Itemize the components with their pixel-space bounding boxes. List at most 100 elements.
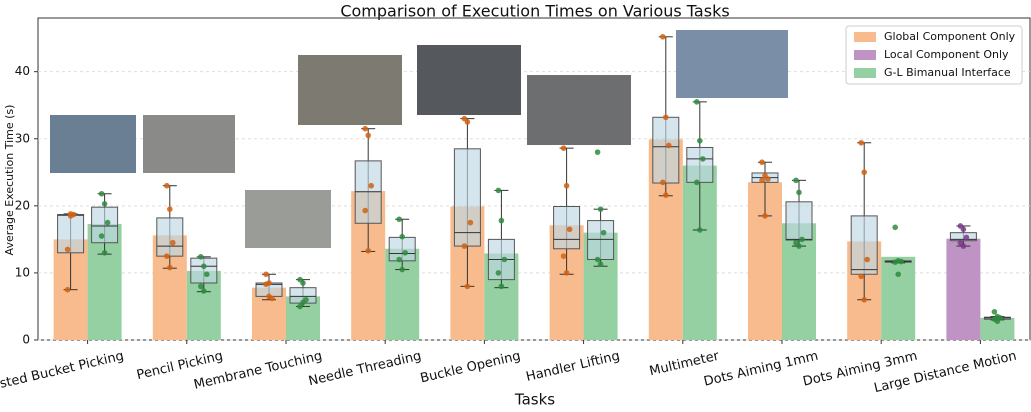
point <box>663 192 669 198</box>
point <box>399 266 406 273</box>
point <box>101 201 108 207</box>
point <box>396 216 403 223</box>
point <box>991 309 998 315</box>
point <box>101 249 108 256</box>
point <box>566 226 573 233</box>
point <box>660 33 666 40</box>
y-axis-label: Average Execution Time (s) <box>3 105 16 256</box>
x-tick-label: Needle Threading <box>307 349 423 390</box>
point <box>365 132 372 139</box>
point <box>501 256 508 263</box>
point <box>396 256 403 263</box>
legend-swatch <box>854 32 876 42</box>
box <box>785 201 813 241</box>
y-tick-label: 0 <box>22 333 30 347</box>
point <box>464 119 471 125</box>
box <box>190 257 218 284</box>
point <box>167 206 173 212</box>
photo <box>527 75 631 145</box>
point <box>864 256 870 263</box>
point <box>594 256 601 263</box>
point <box>759 177 765 184</box>
bar <box>980 317 1015 340</box>
box <box>553 206 581 250</box>
legend-swatch <box>854 50 876 60</box>
box <box>686 146 714 183</box>
point <box>861 169 867 176</box>
point <box>660 179 666 186</box>
point <box>861 296 867 303</box>
point <box>67 213 74 219</box>
point <box>563 270 570 276</box>
y-tick-label: 40 <box>15 64 30 78</box>
point <box>266 293 272 300</box>
box <box>587 220 615 260</box>
y-tick-label: 30 <box>15 131 30 145</box>
point <box>495 187 502 194</box>
point <box>799 236 805 243</box>
point <box>98 233 105 239</box>
point <box>467 219 474 226</box>
box <box>57 214 85 254</box>
box <box>156 217 184 257</box>
box <box>91 206 119 244</box>
point <box>898 258 904 265</box>
photo <box>245 190 331 248</box>
point <box>263 281 269 288</box>
point <box>597 206 604 212</box>
legend-label: Global Component Only <box>884 30 1016 43</box>
x-tick-label: Handler Lifting <box>525 349 622 385</box>
chart-title: Comparison of Execution Times on Various… <box>340 2 729 21</box>
x-tick-label: Buckle Opening <box>419 349 522 387</box>
point <box>597 261 604 267</box>
box <box>388 236 416 262</box>
point <box>402 249 409 256</box>
point <box>560 145 567 151</box>
box <box>850 215 878 275</box>
point <box>297 303 303 310</box>
point <box>994 318 1001 325</box>
x-axis-label: Tasks <box>514 391 555 409</box>
plot-frame <box>37 17 1031 341</box>
point <box>263 271 269 278</box>
point <box>362 125 369 132</box>
photo <box>50 115 136 173</box>
point <box>365 247 372 254</box>
point <box>399 233 406 240</box>
point <box>858 139 864 146</box>
point <box>892 259 898 265</box>
x-tick-label: Nested Bucket Picking <box>0 349 125 396</box>
point <box>164 253 170 259</box>
point <box>201 263 207 270</box>
photo <box>676 30 788 98</box>
point <box>663 114 669 121</box>
point <box>765 176 771 182</box>
point <box>201 288 207 294</box>
legend-label: G-L Bimanual Interface <box>884 66 1011 79</box>
bar <box>881 256 916 340</box>
point <box>104 219 111 226</box>
x-tick-label: Dots Aiming 1mm <box>702 349 819 390</box>
point <box>697 227 703 233</box>
point <box>461 243 468 249</box>
box <box>652 116 680 184</box>
point <box>167 264 173 271</box>
legend-swatch <box>854 68 876 78</box>
legend-box <box>845 25 1023 85</box>
point <box>362 207 369 214</box>
point <box>498 283 505 290</box>
point <box>796 189 802 196</box>
point <box>892 224 898 231</box>
point <box>300 299 306 306</box>
y-tick-label: 10 <box>15 265 30 279</box>
point <box>762 213 768 219</box>
point <box>563 182 570 189</box>
point <box>98 190 105 197</box>
point <box>963 234 970 241</box>
photo <box>417 45 521 115</box>
point <box>64 246 71 253</box>
point <box>700 156 706 162</box>
bar <box>946 238 981 340</box>
point <box>495 270 502 276</box>
